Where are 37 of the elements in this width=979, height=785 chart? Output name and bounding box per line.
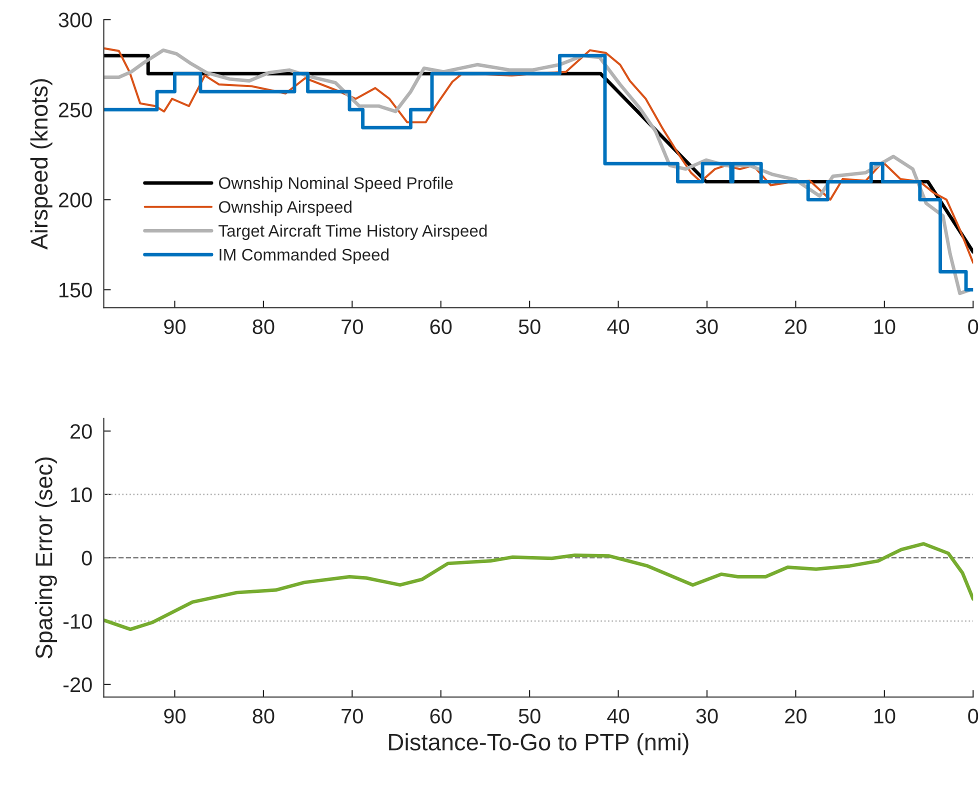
x-tick-label: 90: [164, 708, 186, 724]
y-tick-label: 200: [58, 192, 92, 208]
legend-label: Target Aircraft Time History Airspeed: [218, 224, 487, 240]
legend-label: IM Commanded Speed: [220, 248, 388, 264]
y-tick-label: 250: [58, 102, 92, 118]
x-tick-label: 60: [430, 319, 452, 334]
x-tick-label: 50: [518, 708, 540, 724]
y-tick-label: 0: [82, 550, 92, 566]
legend-label: Ownship Nominal Speed Profile: [218, 176, 453, 192]
x-tick-label: 80: [252, 319, 274, 334]
x-tick-label: 90: [164, 319, 186, 334]
x-tick-label: 40: [607, 319, 630, 334]
x-tick-label: 70: [342, 708, 363, 724]
y-axis-title: Airspeed (knots): [30, 79, 52, 250]
x-tick-label: 80: [252, 708, 274, 724]
x-tick-label: 60: [430, 708, 452, 724]
x-tick-label: 50: [518, 319, 540, 334]
x-tick-label: 70: [342, 319, 363, 334]
x-axis-title: Distance-To-Go to PTP (nmi): [389, 733, 688, 756]
x-tick-label: 30: [696, 708, 718, 724]
x-tick-label: 30: [696, 319, 718, 334]
y-tick-label: 20: [70, 424, 92, 439]
y-axis-title: Spacing Error (sec): [34, 458, 57, 658]
legend-label: Ownship Airspeed: [218, 200, 352, 216]
x-tick-label: 20: [785, 708, 806, 724]
y-tick-label: -20: [63, 677, 92, 692]
y-tick-label: 300: [58, 12, 92, 28]
x-tick-label: 0: [968, 319, 978, 334]
x-tick-label: 40: [607, 708, 630, 724]
x-tick-label: 20: [785, 319, 806, 334]
y-tick-label: 10: [71, 487, 92, 502]
y-tick-label: 150: [59, 282, 92, 298]
line-series: [104, 542, 974, 632]
y-tick-label: -10: [63, 614, 92, 629]
x-tick-label: 10: [874, 708, 896, 724]
x-tick-label: 10: [874, 319, 896, 334]
x-tick-label: 0: [968, 708, 978, 724]
